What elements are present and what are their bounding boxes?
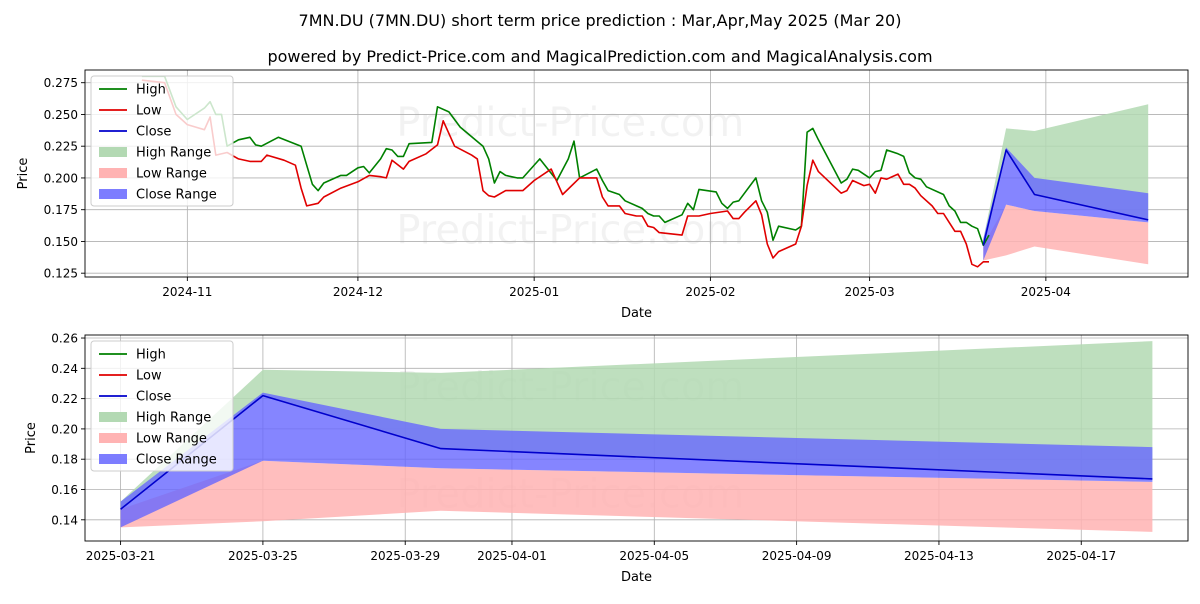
legend-swatch-high-range bbox=[99, 147, 127, 157]
legend-label-low-range: Low Range bbox=[136, 167, 207, 182]
x-tick-label: 2025-04 bbox=[1021, 285, 1071, 299]
y-tick-label: 0.20 bbox=[51, 422, 78, 436]
x-axis-label: Date bbox=[621, 306, 652, 321]
axes-frame bbox=[84, 334, 1189, 542]
legend-swatch-high-range bbox=[99, 412, 127, 422]
x-tick-label: 2025-04-17 bbox=[1046, 549, 1116, 563]
legend-swatch-close-range bbox=[99, 189, 127, 199]
legend-label-high: High bbox=[136, 348, 166, 363]
close-series-line bbox=[982, 149, 1149, 246]
x-tick-label: 2025-03 bbox=[845, 285, 895, 299]
legend-label-close: Close bbox=[136, 125, 171, 140]
x-tick-label: 2024-11 bbox=[162, 285, 212, 299]
y-axis-label: Price bbox=[24, 422, 39, 454]
y-tick-label: 0.14 bbox=[51, 513, 78, 527]
x-tick-label: 2024-12 bbox=[333, 285, 383, 299]
x-tick-label: 2025-04-01 bbox=[477, 549, 547, 563]
legend-label-high-range: High Range bbox=[136, 411, 211, 426]
top-chart-panel: Predict-Price.com Predict-Price.com 2024-1… bbox=[16, 69, 1189, 321]
x-tick-label: 2025-03-21 bbox=[86, 549, 156, 563]
x-tick-label: 2025-01 bbox=[509, 285, 559, 299]
x-tick-label: 2025-04-09 bbox=[762, 549, 832, 563]
x-tick-label: 2025-03-29 bbox=[370, 549, 440, 563]
x-tick-label: 2025-04-05 bbox=[619, 549, 689, 563]
legend-label-close: Close bbox=[136, 390, 171, 405]
x-tick-label: 2025-03-25 bbox=[228, 549, 298, 563]
plot-area bbox=[141, 75, 1149, 268]
x-tick-label: 2025-02 bbox=[685, 285, 735, 299]
close-range-band bbox=[983, 147, 1149, 261]
y-tick-label: 0.275 bbox=[44, 76, 78, 90]
x-tick-label: 2025-04-13 bbox=[904, 549, 974, 563]
watermark-text: Predict-Price.com bbox=[396, 100, 744, 146]
y-tick-label: 0.225 bbox=[44, 140, 78, 154]
y-tick-label: 0.24 bbox=[51, 362, 78, 376]
y-tick-label: 0.250 bbox=[44, 108, 78, 122]
x-axis-label: Date bbox=[621, 570, 652, 585]
y-tick-label: 0.200 bbox=[44, 171, 78, 185]
y-tick-label: 0.16 bbox=[51, 483, 78, 497]
close-range-band bbox=[120, 392, 1153, 528]
plot-area bbox=[120, 341, 1153, 532]
legend-label-low: Low bbox=[136, 104, 162, 119]
legend-label-low-range: Low Range bbox=[136, 432, 207, 447]
low-range-band bbox=[983, 204, 1149, 265]
legend-label-high: High bbox=[136, 83, 166, 98]
y-tick-label: 0.150 bbox=[44, 235, 78, 249]
y-tick-label: 0.125 bbox=[44, 267, 78, 281]
watermark-text: Predict-Price.com bbox=[396, 207, 744, 253]
y-tick-label: 0.26 bbox=[51, 332, 78, 346]
legend-swatch-close-range bbox=[99, 454, 127, 464]
axes-frame bbox=[84, 69, 1189, 278]
chart-subtitle: powered by Predict-Price.com and Magical… bbox=[267, 47, 932, 66]
legend-label-high-range: High Range bbox=[136, 146, 211, 161]
low-series-line bbox=[141, 79, 989, 268]
high-series-line bbox=[141, 75, 990, 247]
legend-label-low: Low bbox=[136, 369, 162, 384]
legend-label-close-range: Close Range bbox=[136, 453, 217, 468]
bottom-chart-panel: Predict-Price.comPredict-Price.com2025-0… bbox=[24, 332, 1189, 585]
y-tick-label: 0.175 bbox=[44, 203, 78, 217]
y-axis-label: Price bbox=[16, 158, 31, 190]
legend-swatch-low-range bbox=[99, 168, 127, 178]
low-range-band bbox=[120, 460, 1153, 532]
legend-label-close-range: Close Range bbox=[136, 188, 217, 203]
chart-title: 7MN.DU (7MN.DU) short term price predict… bbox=[299, 11, 902, 30]
y-tick-label: 0.22 bbox=[51, 392, 78, 406]
legend-swatch-low-range bbox=[99, 433, 127, 443]
y-tick-label: 0.18 bbox=[51, 453, 78, 467]
